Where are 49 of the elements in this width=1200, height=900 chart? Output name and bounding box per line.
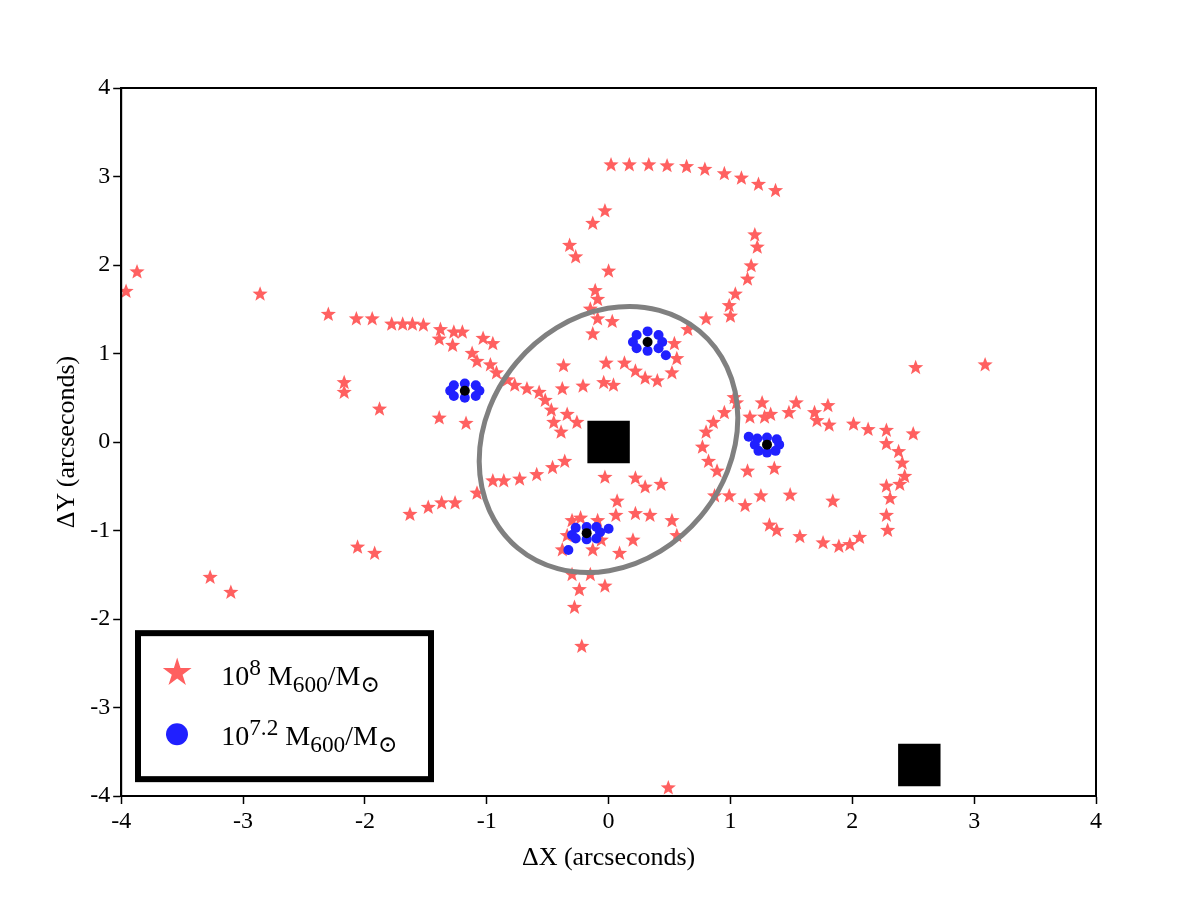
y-tick-label: 2 <box>98 250 111 277</box>
point <box>753 445 764 456</box>
x-tick-label: 3 <box>968 806 981 833</box>
point <box>470 390 481 401</box>
point <box>642 345 653 356</box>
point <box>743 431 754 442</box>
point <box>591 521 602 532</box>
y-tick-label: 1 <box>98 338 111 365</box>
y-tick-label: -3 <box>90 692 111 719</box>
point <box>570 533 581 544</box>
y-tick-label: 0 <box>98 427 111 454</box>
point <box>591 533 602 544</box>
y-tick-label: 3 <box>98 161 111 188</box>
point <box>653 329 664 340</box>
legend-label: 10$^{8}$ M$_{600}$/M$_{⊙}$ <box>221 654 380 699</box>
point <box>770 445 781 456</box>
y-tick-label: -2 <box>90 604 111 631</box>
point <box>762 439 772 450</box>
point <box>570 522 581 533</box>
point <box>631 343 642 354</box>
y-tick-label: -1 <box>90 515 111 542</box>
point <box>563 544 574 555</box>
point <box>631 329 642 340</box>
x-tick-label: -3 <box>233 806 254 833</box>
x-tick-label: 4 <box>1090 806 1102 833</box>
x-axis-title: ΔX (arcseconds) <box>521 842 696 872</box>
x-tick-label: 1 <box>724 806 737 833</box>
x-tick-label: -1 <box>476 806 497 833</box>
legend-label: 10$^{7.2}$ M$_{600}$/M$_{⊙}$ <box>221 714 398 758</box>
y-tick-label: -4 <box>90 781 111 808</box>
point <box>642 337 653 347</box>
x-tick-label: 2 <box>846 806 859 833</box>
point <box>898 743 941 787</box>
point <box>771 434 782 445</box>
point <box>752 433 763 444</box>
point <box>653 343 664 354</box>
point <box>660 350 671 361</box>
y-axis-title: ΔY (arcseconds) <box>51 355 81 529</box>
point <box>603 523 614 534</box>
point <box>459 385 470 396</box>
x-tick-label: -2 <box>354 806 375 833</box>
point <box>642 326 653 337</box>
y-tick-label: 4 <box>98 73 111 100</box>
x-tick-label: 0 <box>602 806 615 833</box>
point <box>470 380 481 391</box>
point <box>581 528 592 539</box>
point <box>448 380 459 391</box>
point <box>448 390 459 401</box>
point <box>587 420 630 464</box>
